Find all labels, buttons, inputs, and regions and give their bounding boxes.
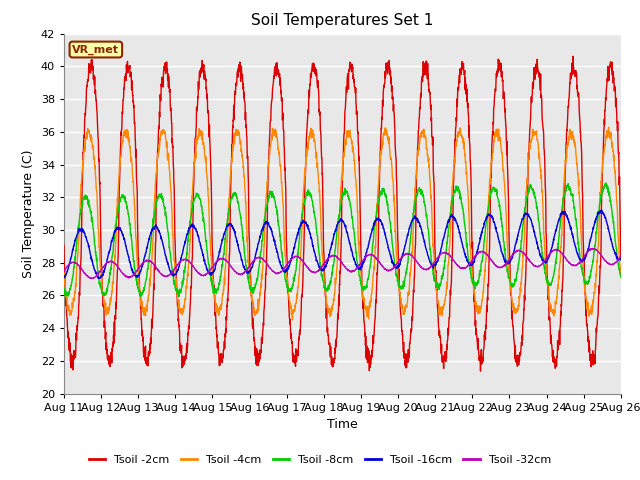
- Title: Soil Temperatures Set 1: Soil Temperatures Set 1: [252, 13, 433, 28]
- Y-axis label: Soil Temperature (C): Soil Temperature (C): [22, 149, 35, 278]
- Legend: Tsoil -2cm, Tsoil -4cm, Tsoil -8cm, Tsoil -16cm, Tsoil -32cm: Tsoil -2cm, Tsoil -4cm, Tsoil -8cm, Tsoi…: [84, 451, 556, 469]
- Text: VR_met: VR_met: [72, 44, 119, 55]
- X-axis label: Time: Time: [327, 418, 358, 431]
